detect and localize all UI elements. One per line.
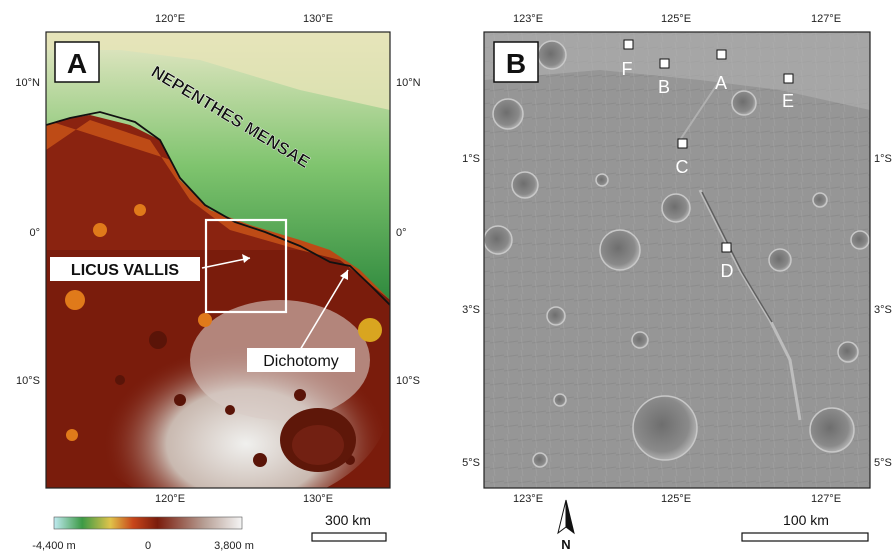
- callout-licus-box: [50, 257, 200, 281]
- site-a-marker: [716, 49, 727, 60]
- b-left-tick-5s: 5°S: [462, 457, 480, 469]
- elevation-min-label: -4,400 m: [32, 540, 75, 552]
- b-right-tick-5s: 5°S: [874, 457, 892, 469]
- a-left-tick-0: 0°: [29, 227, 40, 239]
- b-left-tick-1s: 1°S: [462, 153, 480, 165]
- elevation-max-label: 3,800 m: [214, 540, 254, 552]
- panel-a-label: A: [67, 48, 87, 79]
- b-left-tick-3s: 3°S: [462, 304, 480, 316]
- a-bottom-tick-130: 130°E: [303, 493, 333, 505]
- callout-licus-vallis: LICUS VALLIS: [71, 262, 179, 279]
- elevation-zero-label: 0: [145, 540, 151, 552]
- panel-b-label: B: [506, 48, 526, 79]
- b-right-tick-3s: 3°S: [874, 304, 892, 316]
- a-left-tick-10n: 10°N: [15, 77, 40, 89]
- elevation-colorbar: [53, 516, 243, 530]
- callout-dichotomy: Dichotomy: [263, 353, 339, 370]
- site-d-marker: [721, 242, 732, 253]
- a-right-tick-10n: 10°N: [396, 77, 421, 89]
- b-top-tick-123: 123°E: [513, 13, 543, 25]
- site-c-label: C: [676, 157, 689, 177]
- panel-b-map: [483, 31, 871, 489]
- site-f-label: F: [622, 59, 633, 79]
- site-b-label: B: [658, 77, 670, 97]
- panel-a-label-box: [54, 41, 100, 83]
- b-top-tick-125: 125°E: [661, 13, 691, 25]
- site-f-marker: [623, 39, 634, 50]
- site-d-label: D: [721, 261, 734, 281]
- b-scale-bar: [741, 532, 869, 542]
- b-right-tick-1s: 1°S: [874, 153, 892, 165]
- north-label: N: [561, 537, 570, 552]
- a-right-tick-10s: 10°S: [396, 375, 420, 387]
- site-c-marker: [677, 138, 688, 149]
- site-e-marker: [783, 73, 794, 84]
- a-top-tick-130: 130°E: [303, 13, 333, 25]
- a-left-tick-10s: 10°S: [16, 375, 40, 387]
- a-right-tick-0: 0°: [396, 227, 407, 239]
- site-a-label: A: [715, 73, 727, 93]
- b-top-tick-127: 127°E: [811, 13, 841, 25]
- site-e-label: E: [782, 91, 794, 111]
- b-bottom-tick-125: 125°E: [661, 493, 691, 505]
- panel-b-label-box: [493, 41, 539, 83]
- a-scale-bar: [311, 532, 387, 542]
- callout-dichotomy-box: [247, 348, 355, 372]
- north-arrow-icon: [557, 499, 575, 535]
- b-scale-label: 100 km: [783, 512, 829, 528]
- a-scale-label: 300 km: [325, 512, 371, 528]
- a-bottom-tick-120: 120°E: [155, 493, 185, 505]
- site-b-marker: [659, 58, 670, 69]
- a-top-tick-120: 120°E: [155, 13, 185, 25]
- b-bottom-tick-123: 123°E: [513, 493, 543, 505]
- b-bottom-tick-127: 127°E: [811, 493, 841, 505]
